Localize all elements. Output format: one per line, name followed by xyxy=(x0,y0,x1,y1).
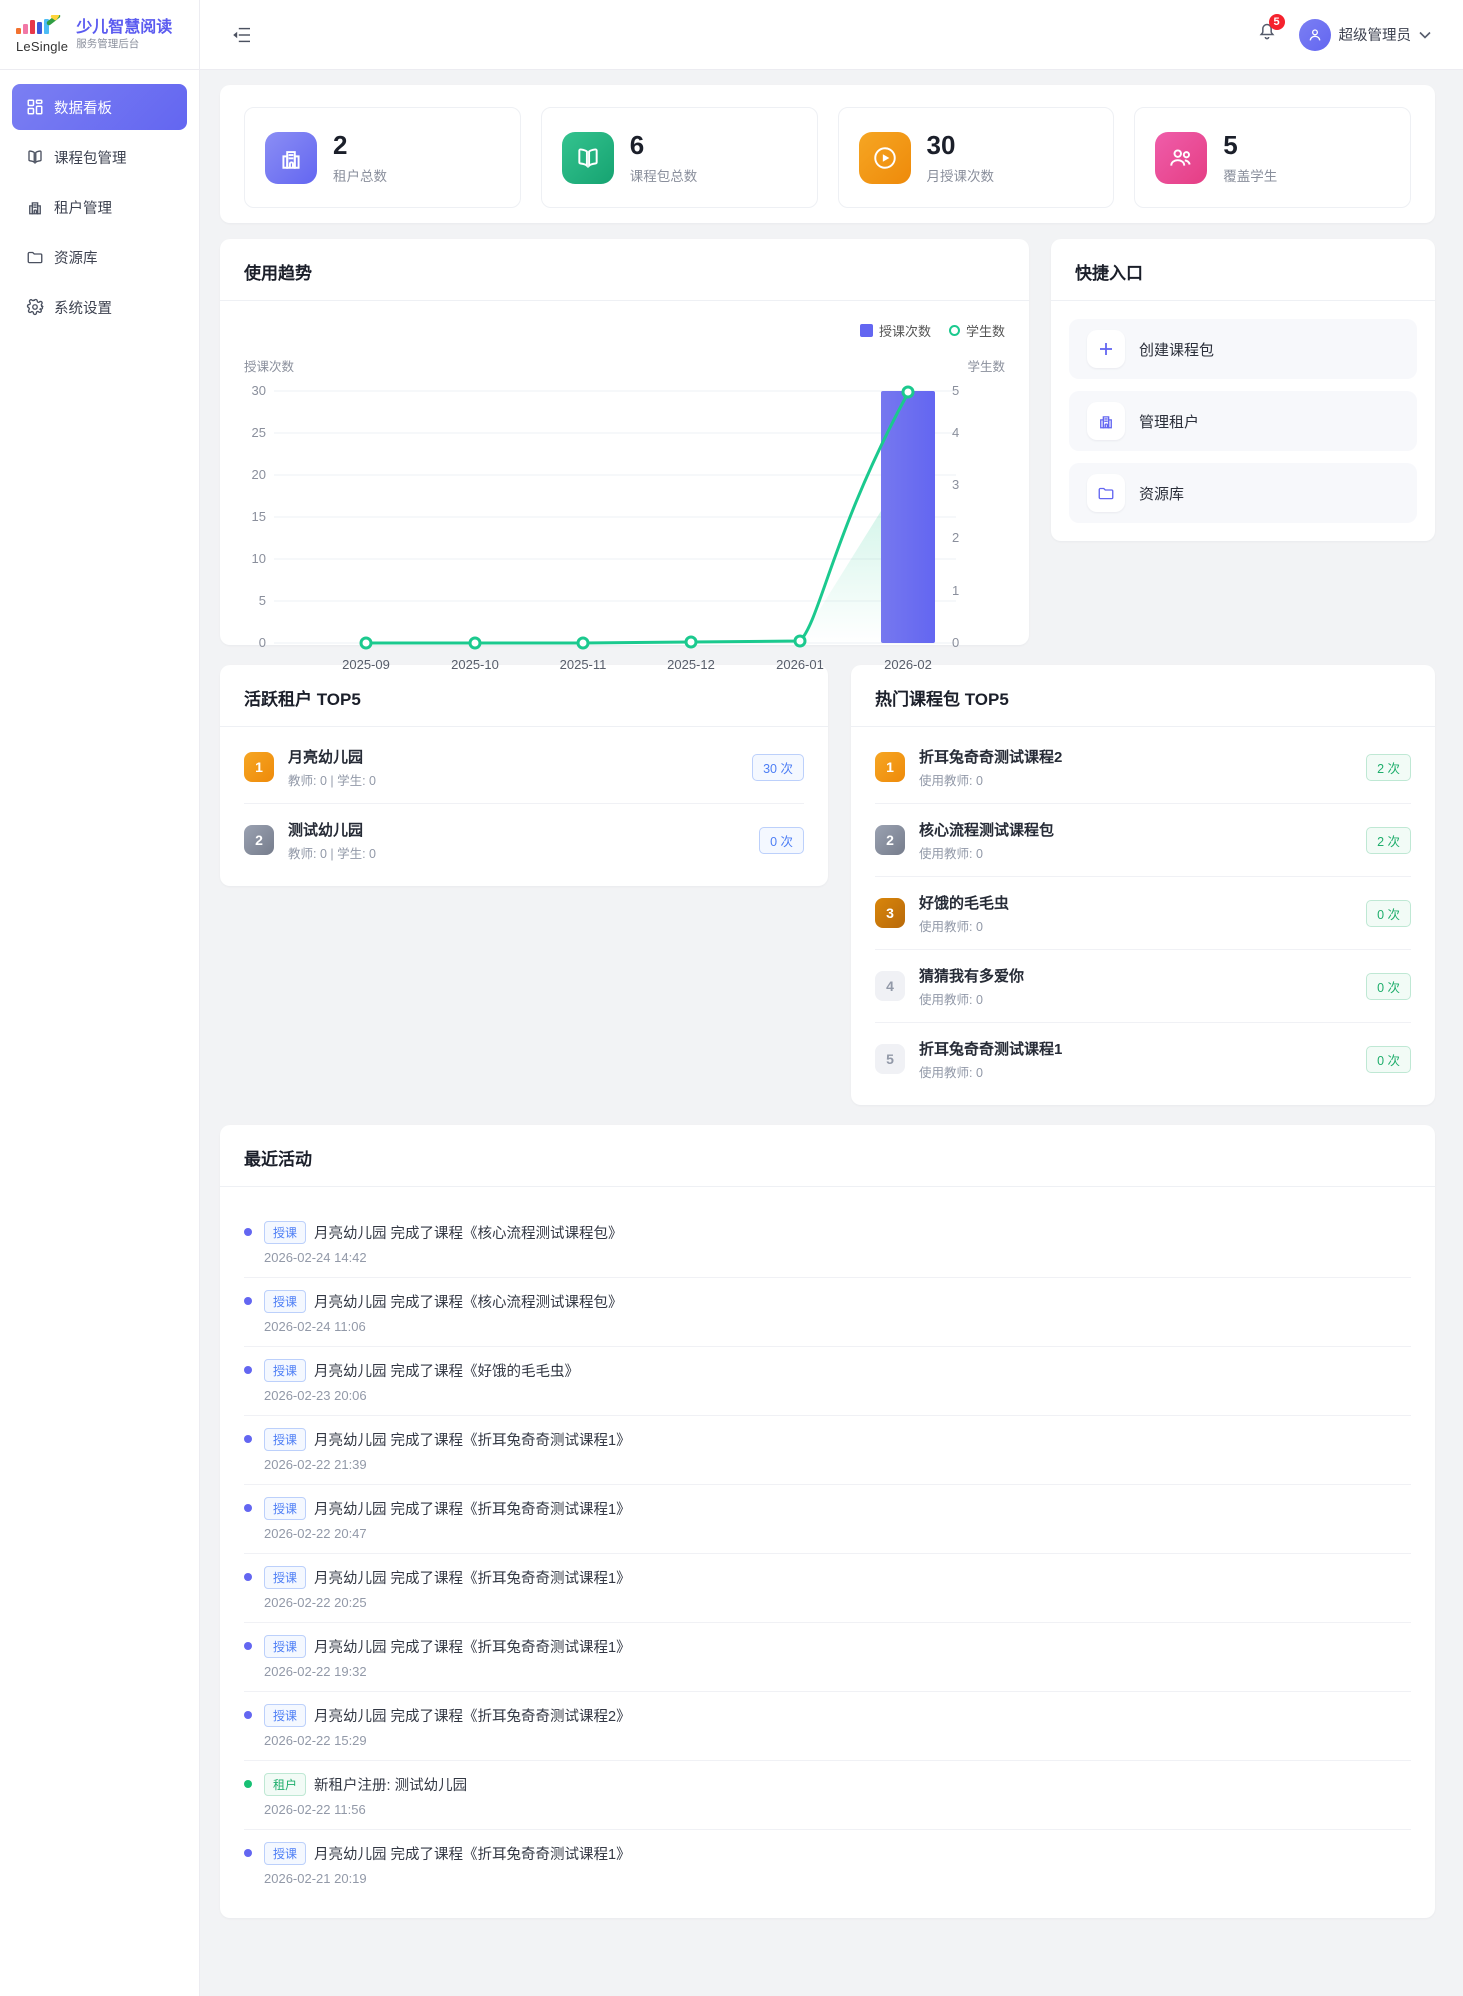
svg-text:2025-10: 2025-10 xyxy=(451,657,499,672)
svg-text:2025-11: 2025-11 xyxy=(560,657,607,672)
svg-text:15: 15 xyxy=(252,509,266,524)
svg-text:0: 0 xyxy=(259,635,266,650)
svg-text:5: 5 xyxy=(952,383,959,398)
svg-text:4: 4 xyxy=(952,425,959,440)
svg-text:20: 20 xyxy=(252,467,266,482)
svg-text:2026-02: 2026-02 xyxy=(884,657,932,672)
svg-text:10: 10 xyxy=(252,551,266,566)
svg-text:25: 25 xyxy=(252,425,266,440)
svg-text:1: 1 xyxy=(952,583,959,598)
svg-text:0: 0 xyxy=(952,635,959,650)
svg-text:2025-09: 2025-09 xyxy=(342,657,390,672)
svg-text:3: 3 xyxy=(952,477,959,492)
svg-text:2: 2 xyxy=(952,530,959,545)
svg-text:2026-01: 2026-01 xyxy=(776,657,824,672)
svg-text:30: 30 xyxy=(252,383,266,398)
svg-text:5: 5 xyxy=(259,593,266,608)
svg-text:2025-12: 2025-12 xyxy=(667,657,715,672)
